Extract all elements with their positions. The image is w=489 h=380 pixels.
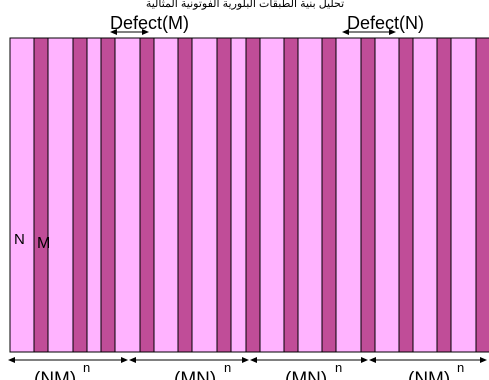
svg-text:n: n (83, 360, 90, 375)
period-arrow-3 (250, 357, 368, 363)
period-label-4: (NM) n (408, 360, 464, 380)
svg-text:n: n (457, 360, 464, 375)
period-label-1: (NM) n (34, 360, 90, 380)
m-layer (216, 37, 232, 353)
n-layer (47, 37, 74, 353)
m-layer (139, 37, 155, 353)
m-layer (360, 37, 376, 353)
n-layer (374, 37, 400, 353)
defect-arrow-m (110, 29, 149, 35)
m-layer (436, 37, 452, 353)
n-layer (450, 37, 477, 353)
defect-arrow-n (342, 29, 396, 35)
m-layer (398, 37, 414, 353)
period-arrow-2 (129, 357, 249, 363)
n-layer (114, 37, 141, 353)
m-layer (475, 37, 489, 353)
period-label-3: (MN) n (285, 360, 342, 380)
svg-text:(NM): (NM) (34, 369, 76, 380)
n-layer (412, 37, 438, 353)
n-layer (297, 37, 323, 353)
period-label-2: (MN) n (174, 360, 231, 380)
m-layer-label: M (37, 235, 50, 252)
m-layer (100, 37, 116, 353)
n-layer (9, 37, 35, 353)
m-layer (177, 37, 193, 353)
svg-text:(MN): (MN) (285, 369, 327, 380)
n-layer (86, 37, 102, 353)
defect-label-n: Defect(N) (347, 13, 424, 33)
svg-text:n: n (224, 360, 231, 375)
m-layer (321, 37, 337, 353)
m-layer (245, 37, 261, 353)
svg-text:n: n (335, 360, 342, 375)
svg-text:(MN): (MN) (174, 369, 216, 380)
n-layer (153, 37, 179, 353)
layer-stack (9, 37, 489, 353)
n-layer (191, 37, 218, 353)
n-layer (259, 37, 285, 353)
m-layer (72, 37, 88, 353)
period-arrow-1 (8, 357, 128, 363)
m-layer (283, 37, 299, 353)
top-caption: تحليل بنية الطبقات البلورية الفوتونية ال… (146, 0, 344, 10)
n-layer-label: N (14, 231, 25, 248)
svg-text:(NM): (NM) (408, 369, 450, 380)
n-layer (335, 37, 362, 353)
n-layer (230, 37, 247, 353)
period-arrow-4 (369, 357, 487, 363)
m-layer (33, 37, 49, 353)
defect-label-m: Defect(M) (110, 13, 189, 33)
